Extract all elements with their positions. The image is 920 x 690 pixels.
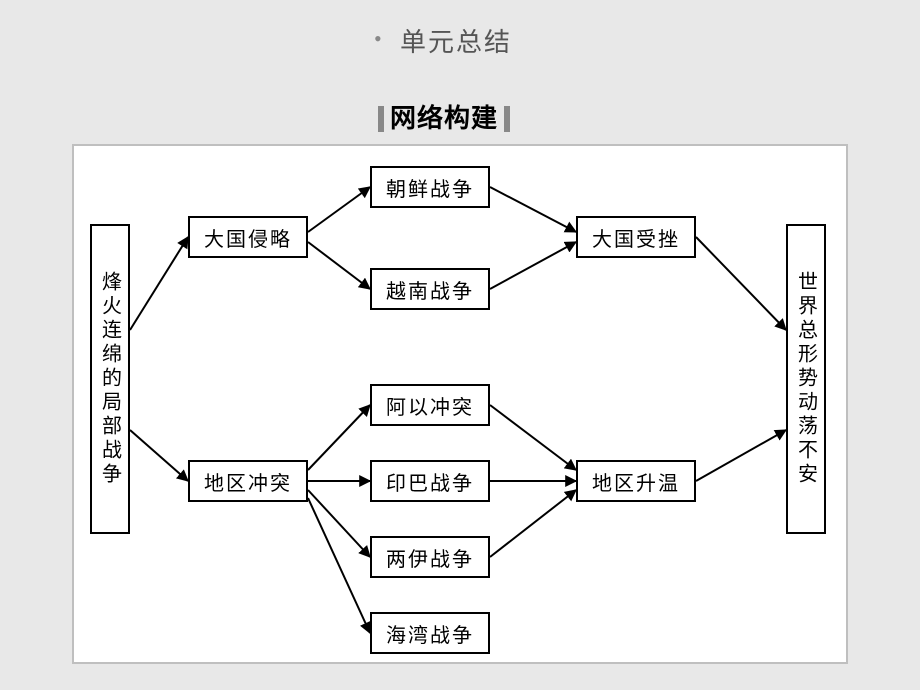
heading-bar-left (378, 106, 384, 132)
node-end: 世界总形势动荡不安 (786, 224, 826, 534)
node-a2: 越南战争 (370, 268, 490, 310)
page-title: 单元总结 (400, 22, 512, 59)
node-b4: 海湾战争 (370, 612, 490, 654)
node-b2: 印巴战争 (370, 460, 490, 502)
title-bullet: • (374, 26, 382, 52)
node-b3: 两伊战争 (370, 536, 490, 578)
node-b: 地区冲突 (188, 460, 308, 502)
node-a1: 朝鲜战争 (370, 166, 490, 208)
node-b1: 阿以冲突 (370, 384, 490, 426)
node-c2: 地区升温 (576, 460, 696, 502)
heading-bar-right (504, 106, 510, 132)
node-a: 大国侵略 (188, 216, 308, 258)
section-heading-text: 网络构建 (390, 104, 498, 133)
node-root: 烽火连绵的局部战争 (90, 224, 130, 534)
section-heading: 网络构建 (372, 98, 516, 136)
node-c1: 大国受挫 (576, 216, 696, 258)
